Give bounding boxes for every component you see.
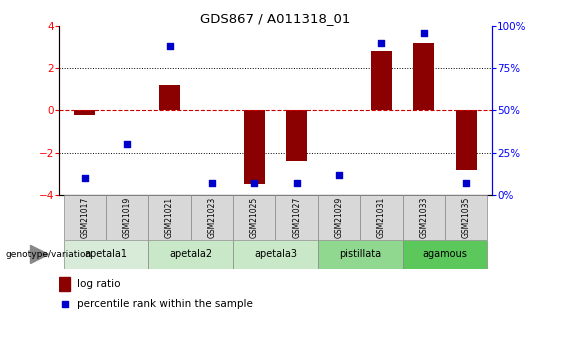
Point — [207, 180, 216, 186]
Text: GSM21017: GSM21017 — [80, 197, 89, 238]
Text: percentile rank within the sample: percentile rank within the sample — [77, 299, 253, 308]
Point — [250, 180, 259, 186]
Text: apetala2: apetala2 — [169, 249, 212, 259]
Text: GSM21023: GSM21023 — [207, 197, 216, 238]
Point — [462, 180, 471, 186]
Bar — [403, 240, 487, 269]
Bar — [244, 110, 265, 184]
Bar — [106, 195, 148, 240]
Point — [292, 180, 301, 186]
Bar — [403, 195, 445, 240]
Bar — [74, 110, 95, 115]
Bar — [286, 110, 307, 161]
Text: genotype/variation: genotype/variation — [6, 250, 92, 259]
Bar — [191, 195, 233, 240]
Bar — [455, 110, 477, 169]
Point — [80, 175, 89, 181]
Text: GSM21031: GSM21031 — [377, 197, 386, 238]
Text: apetala3: apetala3 — [254, 249, 297, 259]
Text: agamous: agamous — [423, 249, 467, 259]
Text: GSM21033: GSM21033 — [419, 197, 428, 238]
Bar — [63, 240, 148, 269]
Point — [334, 172, 344, 177]
Point — [123, 141, 132, 147]
Bar — [413, 43, 434, 110]
Text: GSM21021: GSM21021 — [165, 197, 174, 238]
Bar — [233, 195, 276, 240]
Bar — [63, 195, 106, 240]
Point — [165, 43, 174, 49]
Text: apetala1: apetala1 — [84, 249, 128, 259]
Text: GSM21035: GSM21035 — [462, 197, 471, 238]
Polygon shape — [31, 245, 49, 264]
Bar — [360, 195, 403, 240]
Bar — [276, 195, 318, 240]
Text: GSM21029: GSM21029 — [334, 197, 344, 238]
Title: GDS867 / A011318_01: GDS867 / A011318_01 — [200, 12, 351, 25]
Text: log ratio: log ratio — [77, 279, 120, 289]
Bar — [148, 195, 191, 240]
Point — [377, 40, 386, 46]
Bar — [233, 240, 318, 269]
Bar — [318, 240, 402, 269]
Text: GSM21027: GSM21027 — [292, 197, 301, 238]
Bar — [148, 240, 233, 269]
Bar — [159, 85, 180, 110]
Point — [60, 301, 69, 306]
Bar — [59, 277, 70, 291]
Text: GSM21025: GSM21025 — [250, 197, 259, 238]
Bar — [445, 195, 487, 240]
Text: pistillata: pistillata — [339, 249, 381, 259]
Bar — [371, 51, 392, 110]
Bar — [318, 195, 360, 240]
Point — [419, 30, 428, 36]
Text: GSM21019: GSM21019 — [123, 197, 132, 238]
